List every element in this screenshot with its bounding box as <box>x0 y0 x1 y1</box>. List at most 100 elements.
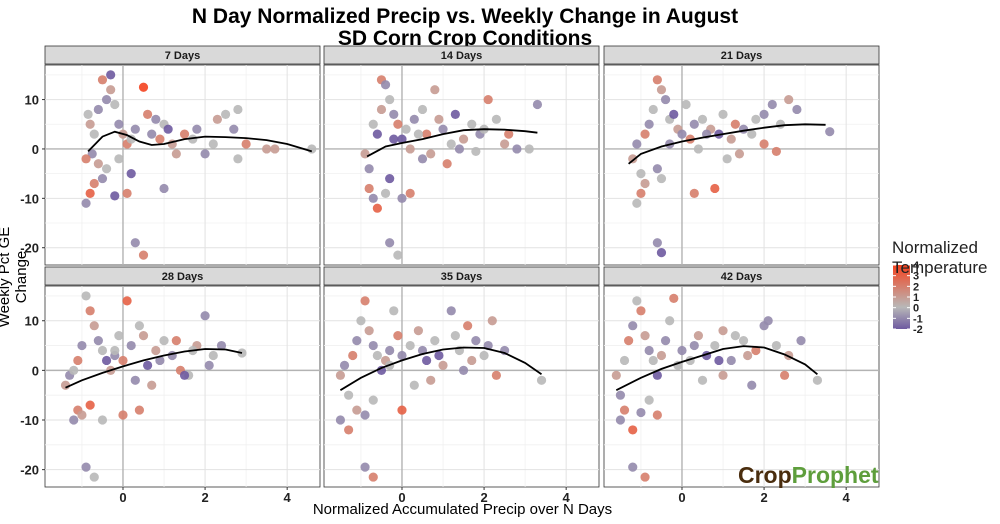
y-tick-label: 10 <box>25 314 39 329</box>
facet-strip-label: 35 Days <box>441 271 483 283</box>
data-point <box>693 144 704 154</box>
facet-panel: 7 Days 10 0 -10 -20 <box>20 45 321 266</box>
data-point <box>397 193 407 203</box>
data-point <box>458 365 469 375</box>
facet-strip <box>323 45 600 65</box>
facet-panel: 14 Days <box>323 45 600 266</box>
data-point <box>652 75 662 85</box>
facet-panel: 42 Days 0 2 4 <box>603 266 880 505</box>
x-tick-label: 2 <box>201 490 208 505</box>
trend-curve <box>615 345 818 392</box>
data-point <box>628 462 638 472</box>
facet-panel: 21 Days <box>603 45 880 266</box>
data-point <box>632 139 642 149</box>
data-point <box>409 114 419 124</box>
data-point <box>270 144 280 154</box>
data-point <box>101 164 112 174</box>
data-point <box>660 94 671 105</box>
data-point <box>97 173 108 184</box>
data-point <box>138 250 149 260</box>
data-point <box>640 129 650 139</box>
data-point <box>413 129 424 139</box>
data-point <box>656 85 667 95</box>
data-point <box>389 134 399 144</box>
data-point <box>450 331 460 341</box>
data-point <box>632 296 642 306</box>
data-point <box>360 149 370 159</box>
data-point <box>615 415 626 425</box>
data-point <box>171 149 181 159</box>
data-point <box>89 472 99 482</box>
data-point <box>397 134 407 144</box>
data-point <box>636 169 646 179</box>
data-point <box>118 410 128 420</box>
data-point <box>726 355 736 366</box>
legend-title-line2: Temperature <box>892 258 988 277</box>
data-point <box>648 355 658 366</box>
data-point <box>775 119 786 129</box>
data-point <box>458 134 469 144</box>
data-point <box>689 119 699 129</box>
trend-curve <box>628 123 826 165</box>
data-point <box>134 321 145 331</box>
data-point <box>636 306 646 316</box>
data-point <box>155 134 165 144</box>
data-point <box>339 360 350 371</box>
data-point <box>483 94 493 105</box>
data-point <box>130 124 140 134</box>
data-point <box>479 350 489 361</box>
data-point <box>73 355 83 366</box>
data-point <box>499 139 510 149</box>
data-point <box>87 149 97 159</box>
data-point <box>454 144 465 154</box>
data-point <box>743 350 753 361</box>
data-point <box>438 360 448 371</box>
data-point <box>628 154 638 164</box>
legend-tick-label: -1 <box>913 313 923 325</box>
data-point <box>307 144 317 154</box>
legend-tick-label: 0 <box>913 303 919 315</box>
data-point <box>771 340 781 351</box>
data-point <box>110 191 120 201</box>
data-point <box>422 355 432 366</box>
data-point <box>372 203 382 213</box>
data-point <box>491 114 501 124</box>
data-point <box>434 114 444 124</box>
data-point <box>640 178 650 189</box>
cropprophet-logo: CropProphet <box>738 462 879 489</box>
trend-curve <box>366 128 538 158</box>
data-point <box>352 335 362 346</box>
data-point <box>85 188 95 198</box>
x-tick-label: 2 <box>480 490 487 505</box>
data-point <box>434 350 444 361</box>
data-point <box>648 104 658 115</box>
data-point <box>677 345 687 356</box>
data-point <box>134 405 145 415</box>
legend-tick-label: 1 <box>913 292 919 304</box>
data-point <box>368 193 378 203</box>
data-point <box>644 119 654 129</box>
data-point <box>101 94 112 105</box>
data-point <box>426 375 436 385</box>
data-point <box>89 129 99 139</box>
data-point <box>83 109 93 119</box>
data-point <box>130 375 140 385</box>
data-point <box>101 355 112 366</box>
data-point <box>442 159 452 169</box>
legend-tick-label: 3 <box>913 271 919 283</box>
data-point <box>738 335 749 346</box>
x-tick-label: 0 <box>119 490 126 505</box>
data-point <box>233 104 243 115</box>
data-point <box>446 139 456 149</box>
trend-curve <box>339 346 543 391</box>
data-point <box>106 85 116 95</box>
data-point <box>143 360 153 371</box>
data-point <box>380 80 391 90</box>
data-point <box>200 149 210 159</box>
data-point <box>401 124 411 134</box>
data-point <box>730 119 740 129</box>
logo-part1: Crop <box>738 462 792 488</box>
data-point <box>747 129 757 139</box>
data-point <box>467 119 477 129</box>
data-point <box>693 331 704 341</box>
